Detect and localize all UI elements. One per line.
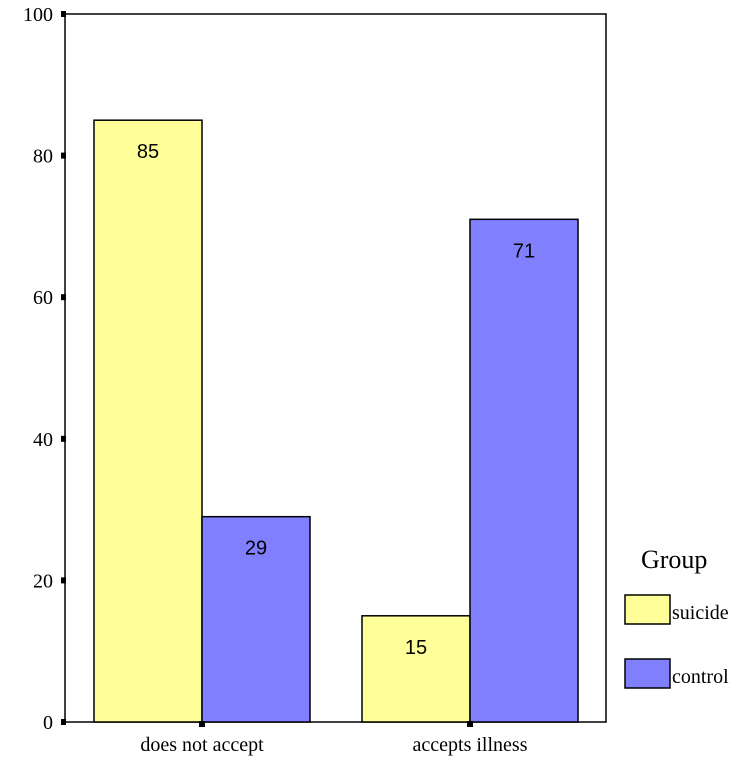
x-tick-mark [467, 721, 473, 727]
y-tick-mark [61, 152, 66, 159]
legend-label-control: control [672, 666, 729, 688]
data-label: 15 [405, 637, 427, 659]
bar-control-0 [201, 515, 311, 723]
y-tick-mark [61, 294, 66, 301]
bar-control-1 [469, 218, 579, 723]
y-tick-label: 80 [33, 146, 53, 168]
x-tick-label: accepts illness [413, 734, 528, 756]
y-tick-mark [61, 435, 66, 442]
y-tick-label: 20 [33, 570, 53, 592]
y-axis: 0 20 40 60 80 100 [23, 4, 66, 734]
data-label: 85 [137, 141, 159, 163]
data-label: 71 [513, 240, 535, 262]
legend-title: Group [641, 545, 707, 574]
legend-swatch-control [624, 658, 671, 689]
y-tick-mark [61, 11, 66, 17]
y-tick-label: 100 [23, 4, 53, 26]
bars-layer: 85 29 15 71 [93, 119, 579, 723]
x-axis-origin-mark [61, 719, 66, 725]
bar-suicide-0 [93, 119, 203, 723]
y-tick-mark [61, 577, 66, 584]
x-axis: does not accept accepts illness [61, 719, 528, 756]
legend: Group suicide control [624, 545, 729, 689]
data-label: 29 [245, 538, 267, 560]
bar-suicide-1 [361, 615, 471, 723]
x-tick-mark [199, 721, 205, 727]
y-tick-label: 60 [33, 287, 53, 309]
y-tick-label: 0 [43, 712, 53, 734]
plot-frame [64, 13, 607, 723]
legend-swatch-suicide [624, 594, 671, 625]
legend-label-suicide: suicide [672, 602, 729, 624]
x-tick-label: does not accept [140, 734, 264, 756]
y-tick-label: 40 [33, 429, 53, 451]
